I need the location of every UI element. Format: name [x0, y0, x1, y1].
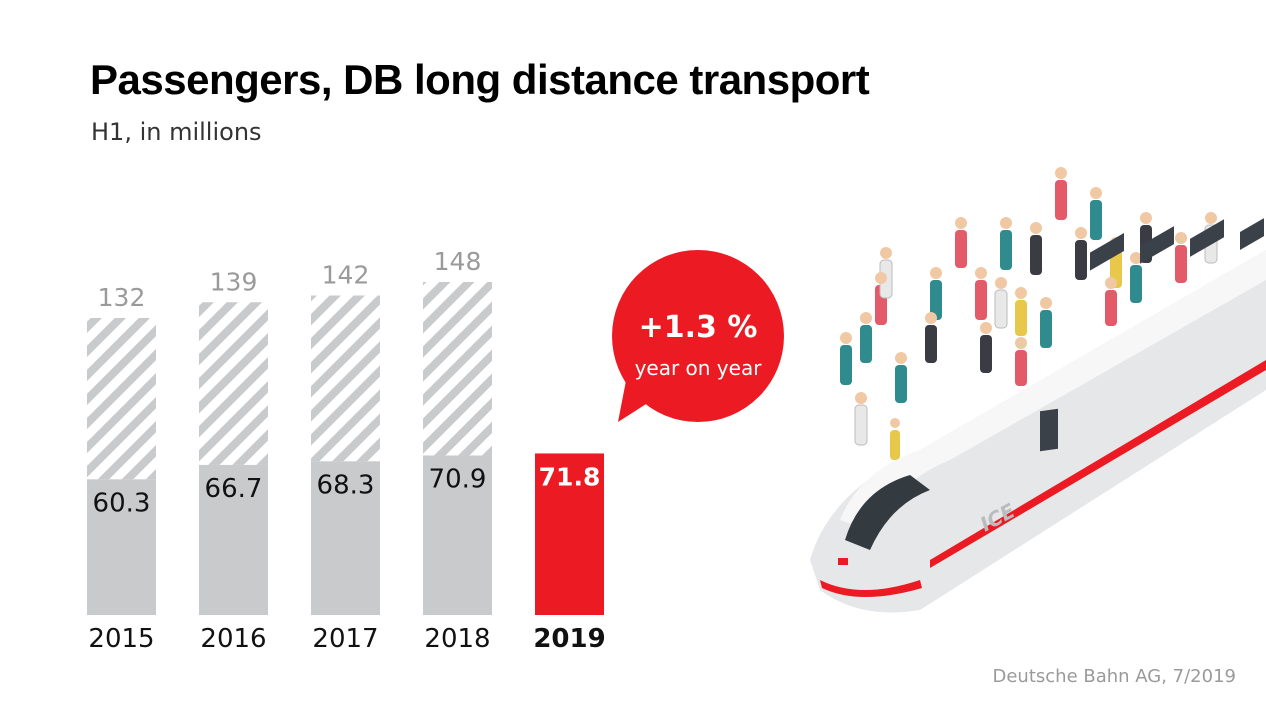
bar-h1-label-2018: 70.9: [429, 464, 487, 494]
bar-h1-2018: [423, 455, 492, 615]
bar-h1-2017: [311, 461, 380, 615]
change-badge: [612, 250, 784, 422]
bar-total-2015: [87, 318, 156, 480]
bar-h1-2015: [87, 479, 156, 615]
x-axis-label-2016: 2016: [200, 624, 266, 654]
x-axis-label-2018: 2018: [424, 624, 490, 654]
bar-h1-label-2015: 60.3: [93, 488, 151, 518]
bar-chart: 132 60.3 2015 139 66.7 2016 142 68.3 2017 148 70.9…: [87, 247, 606, 654]
change-caption: year on year: [634, 356, 762, 380]
bar-h1-label-2017: 68.3: [317, 470, 375, 500]
bar-h1-2019: [535, 453, 604, 615]
ice-train: ICE: [810, 218, 1266, 613]
bar-total-label-2017: 142: [322, 261, 370, 290]
bar-total-label-2015: 132: [98, 283, 146, 312]
x-axis-label-2019: 2019: [533, 624, 605, 654]
bar-total-label-2018: 148: [434, 247, 482, 276]
x-axis-label-2017: 2017: [312, 624, 378, 654]
change-value: +1.3 %: [638, 310, 758, 345]
bar-h1-label-2016: 66.7: [205, 474, 263, 504]
source-note: Deutsche Bahn AG, 7/2019: [992, 666, 1236, 687]
ice-train-with-passengers-illustration: ICE: [810, 167, 1266, 613]
passenger-crowd: [840, 167, 1218, 460]
bar-total-2017: [311, 295, 380, 462]
chart-title: Passengers, DB long distance transport: [90, 56, 870, 103]
bar-h1-label-2019: 71.8: [539, 462, 601, 491]
bar-h1-2016: [199, 464, 268, 615]
chart-subtitle: H1, in millions: [91, 118, 262, 146]
x-axis-label-2015: 2015: [88, 624, 154, 654]
bar-total-label-2016: 139: [210, 267, 258, 296]
bar-total-2016: [199, 302, 268, 465]
bar-total-2018: [423, 282, 492, 456]
